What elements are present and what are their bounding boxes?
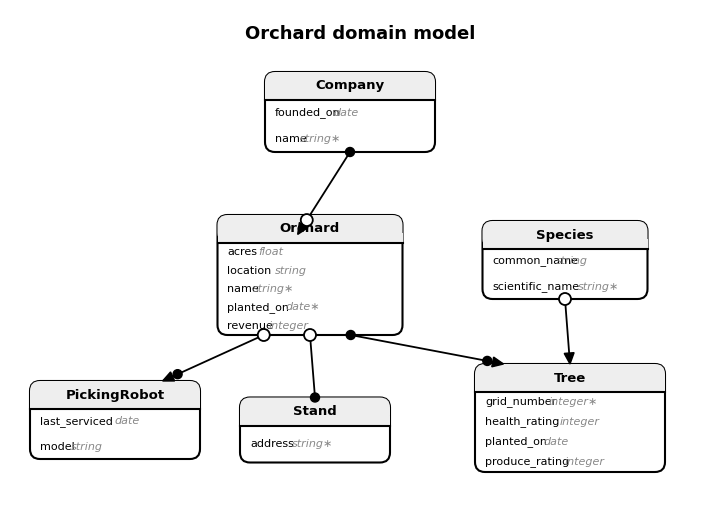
Text: string∗: string∗	[578, 281, 619, 291]
Text: last_serviced: last_serviced	[40, 416, 113, 427]
Polygon shape	[240, 416, 390, 425]
Circle shape	[173, 370, 182, 378]
Text: grid_number: grid_number	[485, 397, 557, 408]
Text: date: date	[543, 437, 568, 447]
Text: produce_rating: produce_rating	[485, 457, 570, 468]
Text: planted_on: planted_on	[228, 302, 289, 313]
FancyBboxPatch shape	[217, 215, 402, 335]
Text: Stand: Stand	[293, 405, 337, 418]
Polygon shape	[564, 353, 574, 364]
Polygon shape	[475, 382, 665, 392]
Text: float: float	[258, 247, 283, 257]
Text: integer: integer	[269, 321, 309, 331]
Text: location: location	[228, 266, 271, 276]
Text: Orchard domain model: Orchard domain model	[245, 25, 475, 43]
Text: model: model	[40, 442, 75, 452]
Text: date: date	[114, 417, 140, 426]
FancyBboxPatch shape	[482, 221, 647, 249]
Polygon shape	[492, 357, 503, 367]
Text: string: string	[556, 256, 588, 267]
Text: PickingRobot: PickingRobot	[66, 388, 165, 401]
Text: acres: acres	[228, 247, 258, 257]
Text: integer∗: integer∗	[549, 397, 598, 407]
Text: revenue: revenue	[228, 321, 274, 331]
Polygon shape	[265, 90, 435, 100]
Text: date∗: date∗	[286, 302, 320, 312]
Text: string∗: string∗	[292, 439, 333, 449]
Text: address: address	[250, 439, 294, 449]
Text: string: string	[71, 442, 102, 452]
Circle shape	[310, 393, 320, 402]
FancyBboxPatch shape	[240, 397, 390, 462]
Circle shape	[483, 357, 492, 365]
Text: planted_on: planted_on	[485, 436, 547, 447]
Text: integer: integer	[559, 417, 600, 427]
FancyBboxPatch shape	[265, 72, 435, 152]
FancyBboxPatch shape	[30, 381, 200, 459]
Text: Species: Species	[536, 229, 594, 242]
Polygon shape	[217, 233, 402, 243]
Polygon shape	[297, 222, 307, 234]
Circle shape	[301, 214, 312, 226]
Text: string: string	[274, 266, 307, 276]
Circle shape	[346, 330, 355, 339]
FancyBboxPatch shape	[482, 221, 647, 299]
Polygon shape	[30, 399, 200, 409]
Text: Orchard: Orchard	[280, 222, 340, 235]
Circle shape	[559, 293, 571, 305]
Text: integer: integer	[565, 457, 605, 467]
Text: health_rating: health_rating	[485, 417, 559, 428]
Text: date: date	[333, 108, 359, 118]
Polygon shape	[482, 239, 647, 249]
Text: scientific_name: scientific_name	[492, 281, 580, 292]
Text: Company: Company	[315, 79, 384, 92]
Text: name: name	[228, 284, 259, 294]
FancyBboxPatch shape	[475, 364, 665, 392]
Text: founded_on: founded_on	[275, 108, 341, 118]
Text: common_name: common_name	[492, 256, 578, 267]
Text: Tree: Tree	[554, 372, 586, 385]
Text: string∗: string∗	[253, 284, 294, 294]
FancyBboxPatch shape	[30, 381, 200, 409]
Circle shape	[258, 329, 270, 341]
Circle shape	[346, 148, 354, 157]
FancyBboxPatch shape	[265, 72, 435, 100]
Text: name: name	[275, 134, 307, 144]
FancyBboxPatch shape	[475, 364, 665, 472]
FancyBboxPatch shape	[217, 215, 402, 243]
FancyBboxPatch shape	[240, 397, 390, 425]
Polygon shape	[163, 372, 175, 381]
Circle shape	[304, 329, 316, 341]
Text: string∗: string∗	[300, 134, 341, 144]
